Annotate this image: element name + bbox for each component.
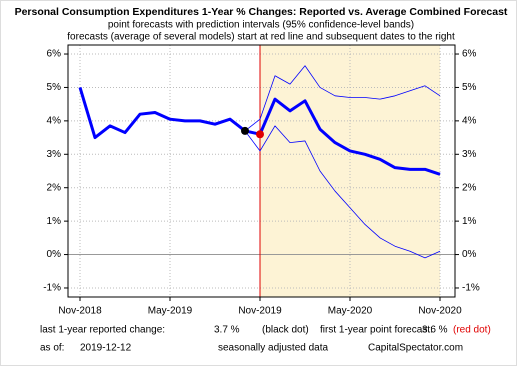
y-tick-label: 3% — [462, 149, 477, 160]
series-line — [78, 87, 246, 140]
x-tick-label: May-2019 — [148, 306, 193, 317]
chart-subtitle: forecasts (average of several models) st… — [67, 32, 455, 43]
x-tick-label: Nov-2020 — [418, 306, 462, 317]
y-tick-label: -1% — [462, 283, 480, 294]
footer-note: (red dot) — [453, 325, 491, 336]
footer-value: 3.7 % — [214, 325, 240, 336]
y-tick-label: 3% — [47, 149, 62, 160]
y-tick-label: 6% — [47, 49, 62, 60]
x-tick-label: May-2020 — [328, 306, 373, 317]
last-reported-dot — [241, 126, 249, 135]
series-line — [244, 97, 441, 176]
y-tick-label: 1% — [47, 216, 62, 227]
y-tick-label: 5% — [462, 82, 477, 93]
footer-text: first 1-year point forecast: — [320, 325, 433, 336]
y-tick-label: -1% — [43, 283, 61, 294]
y-tick-label: 6% — [462, 49, 477, 60]
footer-text: as of: — [40, 343, 64, 354]
y-tick-label: 2% — [47, 182, 62, 193]
footer-text: seasonally adjusted data — [218, 343, 329, 354]
y-tick-label: 2% — [462, 182, 477, 193]
y-tick-label: 1% — [462, 216, 477, 227]
y-tick-label: 5% — [47, 82, 62, 93]
plot-border — [67, 44, 456, 298]
chart-subtitle: point forecasts with prediction interval… — [108, 20, 414, 31]
y-tick-label: 4% — [462, 116, 477, 127]
first-forecast-dot — [256, 130, 264, 139]
footer-value: 3.6 % — [422, 325, 448, 336]
y-tick-label: 0% — [462, 249, 477, 260]
y-tick-label: 0% — [47, 249, 62, 260]
x-tick-label: Nov-2019 — [238, 306, 282, 317]
y-tick-label: 4% — [47, 116, 62, 127]
footer-text: CapitalSpectator.com — [368, 343, 463, 354]
x-tick-label: Nov-2018 — [58, 306, 102, 317]
footer-note: (black dot) — [262, 325, 309, 336]
chart-title: Personal Consumption Expenditures 1-Year… — [15, 6, 508, 18]
series-line — [244, 65, 441, 132]
series-line — [244, 125, 441, 259]
footer-text: last 1-year reported change: — [40, 325, 165, 336]
footer-value: 2019-12-12 — [80, 343, 132, 354]
